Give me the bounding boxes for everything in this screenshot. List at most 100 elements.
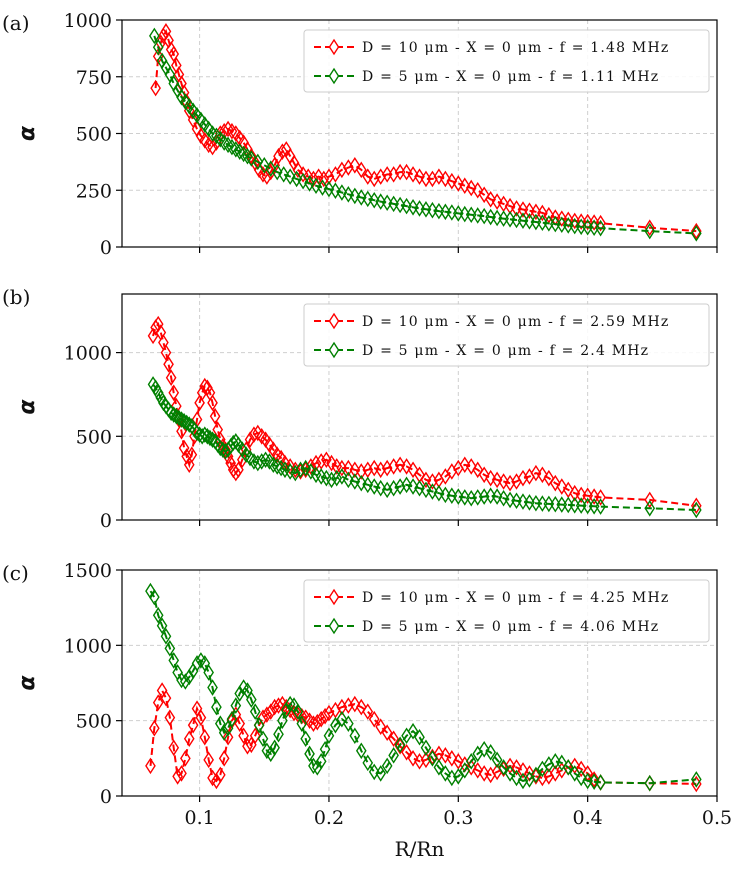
data-point [269,739,280,757]
data-point [362,190,374,208]
data-point [355,189,367,206]
data-point [433,168,445,185]
data-point [690,501,702,519]
data-point [172,768,183,785]
series-1 [150,23,702,240]
data-point [459,456,471,474]
data-point [265,703,277,720]
data-point [440,765,451,782]
data-point [485,191,496,208]
data-point [168,652,180,669]
data-point [164,709,176,726]
data-point [260,451,271,469]
data-point [368,763,380,781]
data-point [452,488,464,505]
data-point [537,466,548,484]
data-point [234,715,246,732]
data-point [181,448,193,465]
data-point [394,736,406,754]
data-point [504,765,516,782]
data-point [278,166,290,183]
data-point [336,710,348,728]
x-axis-label: R/Rn [395,837,445,861]
data-point [284,168,296,185]
data-point [446,750,458,767]
data-point [368,478,380,495]
data-point [556,210,568,227]
data-point [249,727,261,745]
legend-box [303,303,710,367]
data-point [304,175,315,192]
data-point [362,476,374,494]
data-point [556,216,568,234]
data-point [246,691,257,708]
panel-2: 0 500 1000 α (b) D = 10 μm - X = 0 μm - f = 2… [2,285,718,532]
data-point [569,212,581,230]
data-point [491,471,503,489]
data-point [233,461,244,479]
data-point [478,207,490,225]
data-point [530,766,542,784]
data-point [407,722,419,740]
data-point [168,739,180,757]
data-point [311,759,323,776]
data-point [170,397,182,415]
data-point [517,201,529,218]
panel-3: 0 500 1000 1500 0.1 0.2 0.3 0.4 0.5 α R/Rn (c) D = 1… [2,560,732,861]
data-point [204,429,216,447]
data-point [407,750,419,767]
series-line [154,28,697,233]
data-point [433,484,445,502]
y-tick-label: 0 [100,786,112,808]
legend: D = 10 μm - X = 0 μm - f = 4.25 MHz D = 5… [303,579,710,643]
series-2 [145,582,702,792]
data-point [149,719,160,737]
data-point [375,193,387,210]
data-point [300,459,312,477]
data-point [248,426,260,443]
data-point [478,740,490,758]
data-point [511,769,522,787]
data-point [292,161,304,179]
data-point [401,458,412,475]
data-point [427,750,438,767]
data-point [524,494,535,511]
data-point [498,473,509,490]
data-point [277,712,288,729]
data-point [465,759,477,776]
data-point [446,487,458,505]
data-point [160,689,172,707]
data-point [211,772,222,790]
data-point [644,222,656,240]
panel-1: 0 250 500 750 1000 α (a) D = 10 μm - X = 0 μm -… [2,10,718,259]
data-point [414,168,425,185]
legend-marker [328,617,340,635]
data-point [478,186,490,204]
legend-marker [328,67,340,85]
data-point [273,697,284,714]
data-point [401,476,412,494]
panel-label: (b) [2,285,30,309]
data-point [375,765,387,782]
legend-entry-2: D = 5 μm - X = 0 μm - f = 1.11 MHz [314,67,658,85]
legend-entry-2: D = 5 μm - X = 0 μm - f = 4.06 MHz [314,617,658,635]
data-point [440,170,451,188]
data-point [407,198,419,216]
data-point [308,757,319,775]
data-point [275,459,287,477]
data-point [556,754,568,772]
data-point [199,426,211,443]
data-point [336,161,348,179]
data-point [152,38,164,56]
y-tick-label: 250 [76,180,112,202]
data-point [268,456,279,474]
data-point [478,765,490,782]
data-point [530,213,542,231]
data-point [336,184,348,201]
data-point [388,195,399,213]
data-point [319,740,331,758]
y-axis-label: α [15,675,40,691]
y-tick-label: 1000 [64,343,112,365]
data-point [343,159,354,176]
data-point [556,478,568,495]
